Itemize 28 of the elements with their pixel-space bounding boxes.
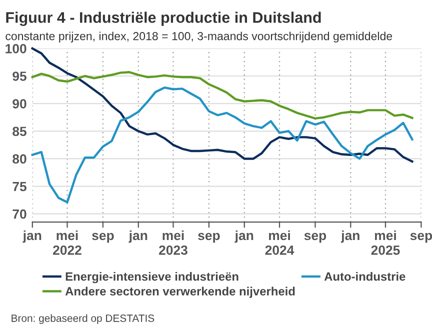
x-tick-label: mei 2025 — [371, 230, 400, 255]
y-tick-label: 70 — [12, 209, 26, 219]
x-tick-label: sep — [304, 232, 326, 243]
legend-label: Andere sectoren verwerkende nijverheid — [65, 286, 295, 298]
x-tick-label: jan — [128, 230, 148, 243]
x-tick-label: sep — [410, 232, 432, 243]
line-series — [31, 47, 414, 163]
x-tick-label: jan — [234, 230, 254, 243]
text: Bron: gebaseerd op DESTATIS — [12, 314, 154, 324]
y-tick-label: 90 — [12, 99, 26, 108]
y-tick-label: 95 — [12, 72, 26, 81]
legend-label: Auto-industrie — [324, 272, 406, 281]
line-series — [31, 71, 414, 120]
y-tick-label: 100 — [6, 44, 26, 54]
chart-subtitle: constante prijzen, index, 2018 = 100, 3-maands voortschrijdend gemiddelde — [6, 32, 392, 42]
x-tick-label: mei 2024 — [265, 230, 294, 255]
x-tick-label: mei 2022 — [53, 230, 82, 255]
y-tick-label: 85 — [12, 126, 26, 136]
line-series — [31, 86, 414, 204]
y-tick-label: 80 — [12, 154, 26, 164]
x-tick-label: sep — [198, 232, 220, 243]
legend-label: Energie-intensieve industrieën — [66, 272, 238, 284]
chart-title: Figuur 4 - Industriële productie in Duitsland — [6, 12, 321, 26]
x-tick-label: mei 2023 — [159, 230, 188, 255]
x-tick-label: sep — [92, 232, 114, 243]
x-tick-label: jan — [340, 230, 360, 243]
x-tick-label: jan — [22, 230, 42, 243]
y-tick-label: 75 — [12, 182, 26, 192]
